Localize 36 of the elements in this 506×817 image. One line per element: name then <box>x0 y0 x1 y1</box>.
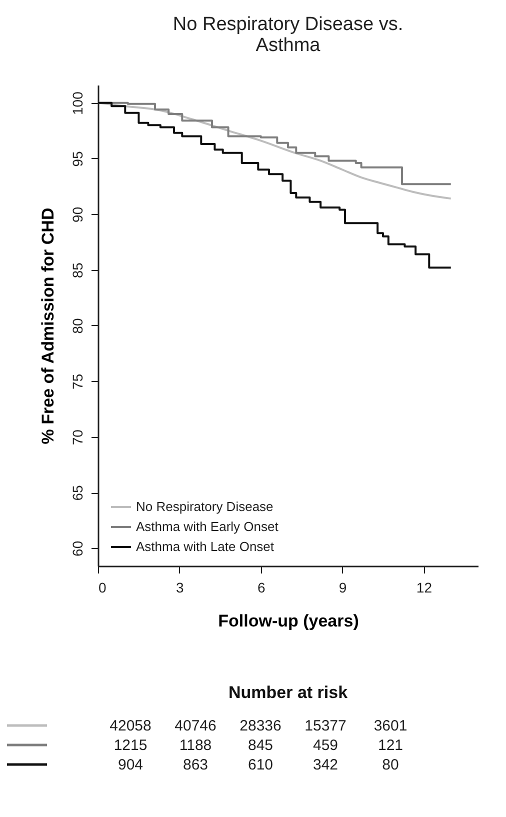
x-tick-label: 9 <box>338 580 347 596</box>
y-tick-label: 95 <box>70 150 86 167</box>
legend-label: Asthma with Late Onset <box>136 539 274 554</box>
y-tick-label: 80 <box>70 318 86 334</box>
text: 863 <box>182 756 208 774</box>
text: 3601 <box>374 718 408 735</box>
text: 845 <box>248 737 274 754</box>
legend-label: Asthma with Early Onset <box>136 519 279 534</box>
x-tick-label: 6 <box>257 580 266 596</box>
y-tick-label: 75 <box>70 374 86 390</box>
x-tick-label: 12 <box>416 580 432 596</box>
x-axis-title: Follow-up (years) <box>218 612 359 630</box>
y-tick-label: 90 <box>70 206 86 222</box>
text: 121 <box>378 737 404 754</box>
text: 459 <box>312 737 338 754</box>
text: 1188 <box>179 737 212 754</box>
text: 28336 <box>240 718 282 735</box>
text: 80 <box>382 756 399 774</box>
text: 40746 <box>174 718 216 735</box>
text: Number at risk <box>228 683 348 702</box>
text: 42058 <box>110 718 152 735</box>
y-tick-label: 65 <box>70 485 86 501</box>
chart-title: No Respiratory Disease vs. Asthma <box>172 14 404 56</box>
text: 1215 <box>114 737 148 754</box>
y-tick-label: 70 <box>70 429 86 446</box>
y-axis-title: % Free of Admission for CHD <box>38 208 58 444</box>
text: 904 <box>118 756 144 774</box>
text: 342 <box>312 756 338 774</box>
text: 15377 <box>304 718 346 735</box>
y-tick-label: 85 <box>70 262 86 278</box>
y-tick-label: 100 <box>70 91 86 115</box>
text: 610 <box>248 756 274 774</box>
legend-label: No Respiratory Disease <box>136 499 274 514</box>
x-tick-label: 3 <box>176 580 184 596</box>
x-tick-label: 0 <box>98 580 106 596</box>
y-tick-label: 60 <box>70 540 86 556</box>
